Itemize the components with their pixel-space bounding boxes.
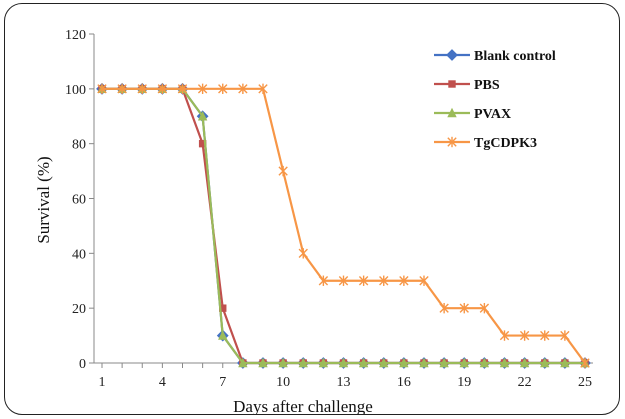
data-point xyxy=(258,83,268,95)
y-tick-label: 120 xyxy=(65,28,86,43)
data-point xyxy=(560,357,570,368)
data-point xyxy=(419,357,429,368)
axes: 0 20 40 60 80 100 120 1 4 7 10 13 16 19 22 25 xyxy=(65,28,593,390)
data-point xyxy=(238,83,248,95)
data-point xyxy=(338,275,349,286)
x-tick-label: 16 xyxy=(397,375,411,390)
series-line xyxy=(102,87,585,365)
series-line xyxy=(102,87,585,365)
data-point xyxy=(379,357,389,368)
x-tick-label: 10 xyxy=(276,375,290,390)
data-point xyxy=(258,357,268,368)
legend: Blank control PBS PVAX TgCDPK3 xyxy=(434,49,556,151)
data-point xyxy=(197,83,208,95)
data-point xyxy=(379,275,389,286)
legend-item: PBS xyxy=(434,78,500,93)
data-point xyxy=(479,302,490,314)
x-tick-label: 13 xyxy=(337,375,351,390)
data-point xyxy=(560,330,570,341)
data-point xyxy=(318,357,329,368)
data-point xyxy=(198,139,207,148)
legend-label: TgCDPK3 xyxy=(474,136,537,151)
data-point xyxy=(399,275,409,286)
data-point xyxy=(519,330,530,341)
data-point xyxy=(540,357,550,368)
y-axis-title: Survival (%) xyxy=(34,156,53,243)
data-point xyxy=(197,111,208,121)
x-tick-label: 4 xyxy=(159,375,166,390)
x-tick-label: 22 xyxy=(518,375,532,390)
series-blank-control xyxy=(96,82,591,369)
legend-item: PVAX xyxy=(434,107,511,122)
data-point xyxy=(358,357,369,368)
data-point xyxy=(278,165,288,177)
x-tick-label: 25 xyxy=(578,375,592,390)
data-point xyxy=(439,302,449,314)
data-point xyxy=(580,357,590,369)
data-point xyxy=(137,83,147,95)
data-point xyxy=(439,357,449,368)
data-point xyxy=(298,357,308,368)
data-point xyxy=(218,330,228,340)
y-tick-label: 0 xyxy=(79,357,86,372)
series-line xyxy=(102,87,585,365)
survival-chart: Survival (%) Days after challenge 0 20 40 6… xyxy=(34,28,593,415)
data-point xyxy=(117,83,127,95)
series-tgcdpk3 xyxy=(97,83,590,369)
data-point xyxy=(448,80,456,88)
x-tick-label: 1 xyxy=(99,375,106,390)
y-tick-label: 80 xyxy=(72,138,86,153)
data-point xyxy=(97,83,107,95)
legend-label: PVAX xyxy=(474,107,511,122)
data-point xyxy=(499,357,510,368)
y-tick-label: 60 xyxy=(72,193,86,208)
legend-label: PBS xyxy=(474,78,500,93)
data-point xyxy=(358,275,369,286)
series-pvax xyxy=(97,83,590,368)
legend-item: Blank control xyxy=(434,49,556,64)
data-point xyxy=(338,357,349,368)
x-tick-label: 19 xyxy=(457,375,471,390)
data-point xyxy=(479,357,490,368)
data-point xyxy=(218,83,228,95)
data-point xyxy=(318,275,329,286)
x-tick-label: 7 xyxy=(219,375,226,390)
y-tick-label: 40 xyxy=(72,247,86,262)
legend-item: TgCDPK3 xyxy=(434,136,537,151)
data-point xyxy=(419,275,429,286)
legend-label: Blank control xyxy=(474,49,556,64)
data-point xyxy=(238,357,248,368)
data-point xyxy=(446,49,458,61)
y-tick-label: 100 xyxy=(65,83,86,98)
x-axis-title: Days after challenge xyxy=(233,397,373,415)
data-point xyxy=(447,107,457,118)
data-point xyxy=(157,83,168,95)
data-point xyxy=(499,330,510,341)
data-point xyxy=(447,136,457,148)
series-layer xyxy=(96,82,591,369)
chart-frame: Survival (%) Days after challenge 0 20 40 6… xyxy=(4,3,620,415)
series-line xyxy=(102,87,586,364)
data-point xyxy=(540,330,550,341)
data-point xyxy=(519,357,530,368)
data-point xyxy=(278,357,288,368)
data-point xyxy=(298,248,308,259)
data-point xyxy=(459,302,469,314)
data-point xyxy=(177,83,188,95)
y-tick-label: 20 xyxy=(72,302,86,317)
data-point xyxy=(399,357,409,368)
data-point xyxy=(219,304,227,312)
series-pbs xyxy=(98,85,589,367)
data-point xyxy=(459,357,469,368)
